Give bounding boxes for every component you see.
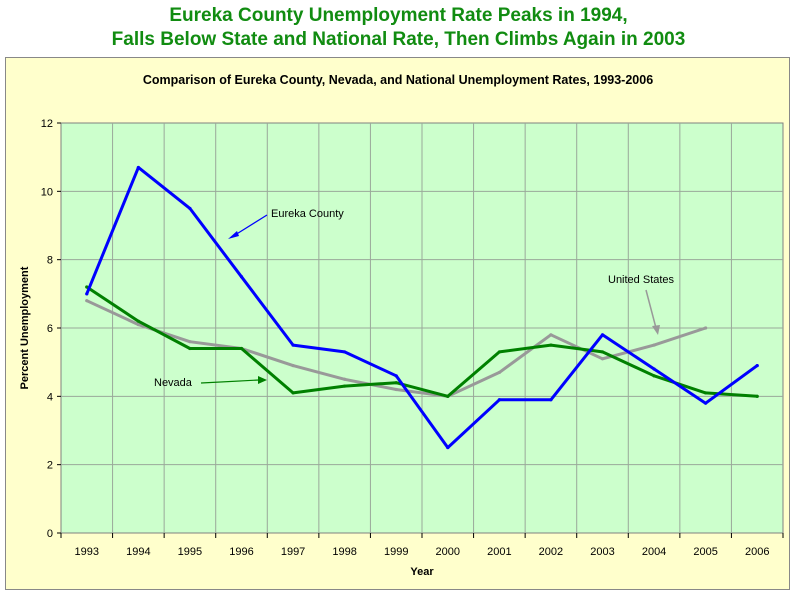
data-point-united-states bbox=[549, 333, 553, 337]
data-point-nevada bbox=[343, 384, 347, 388]
data-point-united-states bbox=[600, 357, 605, 361]
x-tick-label: 2003 bbox=[590, 546, 614, 558]
grid-layer bbox=[61, 123, 783, 533]
annotation-nevada: Nevada bbox=[154, 376, 267, 389]
annotation-us-label: United States bbox=[608, 274, 675, 286]
annotation-united-states: United States bbox=[608, 274, 675, 335]
x-tick-label: 1996 bbox=[229, 546, 253, 558]
data-point-nevada bbox=[497, 350, 501, 354]
y-tick-label: 4 bbox=[47, 391, 53, 403]
data-point-eureka-county bbox=[652, 367, 656, 371]
chart-subtitle: Comparison of Eureka County, Nevada, and… bbox=[143, 73, 653, 87]
series-line-nevada bbox=[85, 285, 759, 398]
data-point-eureka-county bbox=[85, 292, 89, 296]
x-tick-label: 1994 bbox=[126, 546, 150, 558]
series-layer bbox=[85, 165, 759, 450]
chart-frame: Comparison of Eureka County, Nevada, and… bbox=[5, 57, 790, 590]
y-tick-label: 2 bbox=[47, 460, 53, 472]
annotation-nevada-arrow bbox=[200, 379, 260, 384]
data-point-nevada bbox=[394, 381, 398, 385]
series-line-eureka-county bbox=[85, 165, 759, 450]
x-tick-label: 2000 bbox=[436, 546, 460, 558]
data-point-eureka-county bbox=[394, 374, 398, 378]
data-point-eureka-county bbox=[549, 398, 553, 402]
chart-main-title: Eureka County Unemployment Rate Peaks in… bbox=[0, 4, 797, 52]
data-point-nevada bbox=[652, 374, 656, 378]
x-tick-label: 2006 bbox=[745, 546, 769, 558]
annotation-eureka-label: Eureka County bbox=[271, 208, 344, 220]
annotation-nevada-arrowhead bbox=[258, 376, 267, 384]
data-point-united-states bbox=[704, 326, 708, 330]
x-tick-label: 1993 bbox=[75, 546, 99, 558]
data-point-eureka-county bbox=[343, 350, 347, 354]
data-point-united-states bbox=[497, 370, 501, 375]
data-point-eureka-county bbox=[755, 363, 759, 368]
annotation-nevada-label: Nevada bbox=[154, 377, 193, 389]
axis-layer: 0 2 4 6 8 10 12 1993 1994 1995 1996 1997 1998 1999 200… bbox=[41, 118, 784, 558]
annotation-us-arrowhead bbox=[652, 325, 660, 335]
annotation-eureka: Eureka County bbox=[228, 208, 344, 239]
data-point-nevada bbox=[239, 346, 244, 351]
x-tick-label: 2001 bbox=[487, 546, 511, 558]
data-point-nevada bbox=[446, 394, 450, 398]
data-point-united-states bbox=[291, 363, 295, 368]
data-point-nevada bbox=[755, 394, 759, 398]
title-line-1: Eureka County Unemployment Rate Peaks in… bbox=[169, 5, 628, 26]
data-point-nevada bbox=[291, 391, 295, 395]
x-axis-label: Year bbox=[410, 566, 434, 578]
data-point-nevada bbox=[188, 346, 192, 351]
data-point-eureka-county bbox=[188, 206, 192, 211]
data-point-nevada bbox=[85, 285, 89, 289]
line-chart: Comparison of Eureka County, Nevada, and… bbox=[19, 73, 784, 578]
data-point-united-states bbox=[652, 343, 656, 347]
data-point-nevada bbox=[600, 350, 605, 354]
data-point-nevada bbox=[704, 391, 708, 395]
x-tick-label: 1995 bbox=[178, 546, 202, 558]
x-tick-label: 2002 bbox=[539, 546, 563, 558]
data-point-nevada bbox=[136, 319, 140, 323]
data-point-eureka-county bbox=[446, 445, 450, 450]
y-tick-label: 0 bbox=[47, 528, 53, 540]
data-point-eureka-county bbox=[239, 275, 244, 279]
annotation-eureka-arrowhead bbox=[228, 231, 239, 239]
annotation-us-arrow bbox=[645, 289, 657, 329]
y-tick-label: 12 bbox=[41, 118, 53, 130]
x-tick-label: 2004 bbox=[642, 546, 666, 558]
data-point-united-states bbox=[188, 340, 192, 344]
data-point-eureka-county bbox=[291, 343, 295, 347]
annotation-eureka-arrow bbox=[234, 214, 268, 236]
data-point-eureka-county bbox=[136, 165, 140, 170]
data-point-united-states bbox=[394, 387, 398, 392]
data-point-eureka-county bbox=[704, 401, 708, 405]
y-axis-label: Percent Unemployment bbox=[19, 266, 31, 389]
y-tick-label: 8 bbox=[47, 255, 53, 267]
x-tick-label: 1997 bbox=[281, 546, 305, 558]
data-point-eureka-county bbox=[600, 333, 605, 337]
title-line-2: Falls Below State and National Rate, The… bbox=[111, 29, 686, 50]
x-tick-label: 1999 bbox=[384, 546, 408, 558]
data-point-united-states bbox=[343, 377, 347, 381]
data-point-nevada bbox=[549, 343, 553, 347]
data-point-eureka-county bbox=[497, 398, 501, 402]
data-point-united-states bbox=[136, 322, 140, 327]
y-tick-label: 6 bbox=[47, 323, 53, 335]
x-tick-label: 1998 bbox=[332, 546, 356, 558]
x-tick-label: 2005 bbox=[693, 546, 717, 558]
data-point-united-states bbox=[85, 299, 89, 303]
y-tick-label: 10 bbox=[41, 186, 53, 198]
